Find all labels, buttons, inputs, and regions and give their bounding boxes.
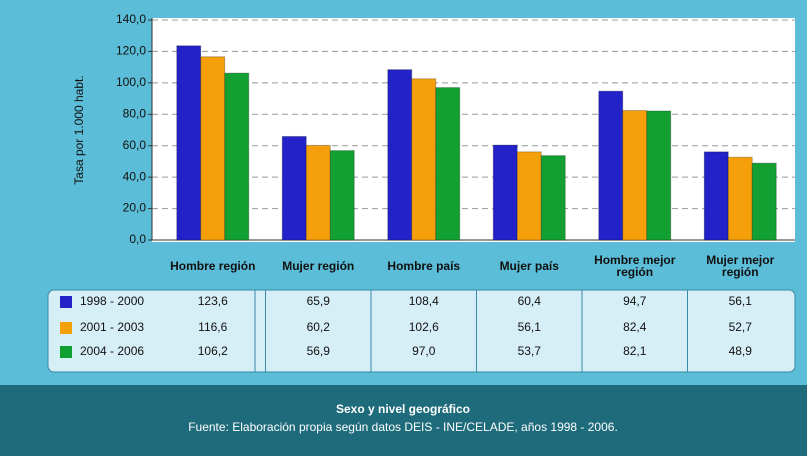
- bar: [387, 69, 413, 241]
- legend-label: 2004 - 2006: [80, 344, 144, 358]
- legend-label: 1998 - 2000: [80, 294, 144, 308]
- legend-swatch: [60, 296, 72, 308]
- y-tick-label: 40,0: [123, 169, 147, 183]
- y-tick-label: 100,0: [116, 75, 146, 89]
- bar: [411, 78, 437, 241]
- bar: [329, 150, 355, 241]
- table-value: 52,7: [729, 320, 753, 334]
- table-value: 97,0: [412, 344, 436, 358]
- x-tick-label: Hombre mejor región: [594, 253, 676, 279]
- table-value: 82,1: [623, 344, 647, 358]
- table-value: 60,4: [518, 294, 542, 308]
- table-value: 108,4: [409, 294, 439, 308]
- table-value: 56,1: [518, 320, 542, 334]
- y-tick-label: 0,0: [129, 232, 146, 246]
- y-tick-label: 140,0: [116, 12, 146, 26]
- table-value: 56,9: [307, 344, 331, 358]
- plot-area: [152, 18, 795, 242]
- x-tick-label: Hombre país: [387, 259, 461, 273]
- bar: [305, 144, 331, 241]
- bar: [435, 87, 461, 241]
- y-tick-label: 60,0: [123, 138, 147, 152]
- bar: [727, 156, 753, 241]
- table-value: 123,6: [198, 294, 228, 308]
- bar: [540, 155, 566, 241]
- table-value: 48,9: [729, 344, 753, 358]
- table-value: 60,2: [307, 320, 331, 334]
- y-tick-label: 120,0: [116, 44, 146, 58]
- bar: [176, 45, 202, 241]
- bar: [200, 56, 226, 241]
- table-value: 82,4: [623, 320, 647, 334]
- table-value: 53,7: [518, 344, 542, 358]
- bar: [492, 144, 518, 241]
- legend-swatch: [60, 322, 72, 334]
- bar: [622, 110, 648, 241]
- legend-swatch: [60, 346, 72, 358]
- bar: [646, 110, 672, 241]
- bar: [516, 151, 542, 241]
- x-tick-label: Mujer mejor región: [706, 253, 775, 279]
- data-table: [47, 289, 796, 373]
- x-axis-label: Sexo y nivel geográfico: [336, 402, 470, 416]
- footer-band: [0, 385, 807, 456]
- bar: [598, 90, 624, 241]
- table-value: 102,6: [409, 320, 439, 334]
- x-tick-label: Mujer país: [499, 259, 559, 273]
- legend-label: 2001 - 2003: [80, 320, 144, 334]
- table-value: 116,6: [198, 320, 227, 334]
- table-value: 106,2: [198, 344, 228, 358]
- bar: [703, 151, 729, 241]
- table-value: 56,1: [729, 294, 753, 308]
- y-tick-label: 80,0: [123, 106, 147, 120]
- bar: [281, 135, 307, 241]
- table-value: 94,7: [623, 294, 647, 308]
- table-value: 65,9: [307, 294, 331, 308]
- bar: [751, 162, 777, 241]
- y-tick-label: 20,0: [123, 201, 147, 215]
- x-tick-label: Hombre región: [170, 259, 256, 273]
- source-note: Fuente: Elaboración propia según datos D…: [188, 420, 618, 434]
- y-axis-label: Tasa por 1.000 habt.: [72, 75, 86, 184]
- x-tick-label: Mujer región: [282, 259, 355, 273]
- bar: [224, 72, 250, 241]
